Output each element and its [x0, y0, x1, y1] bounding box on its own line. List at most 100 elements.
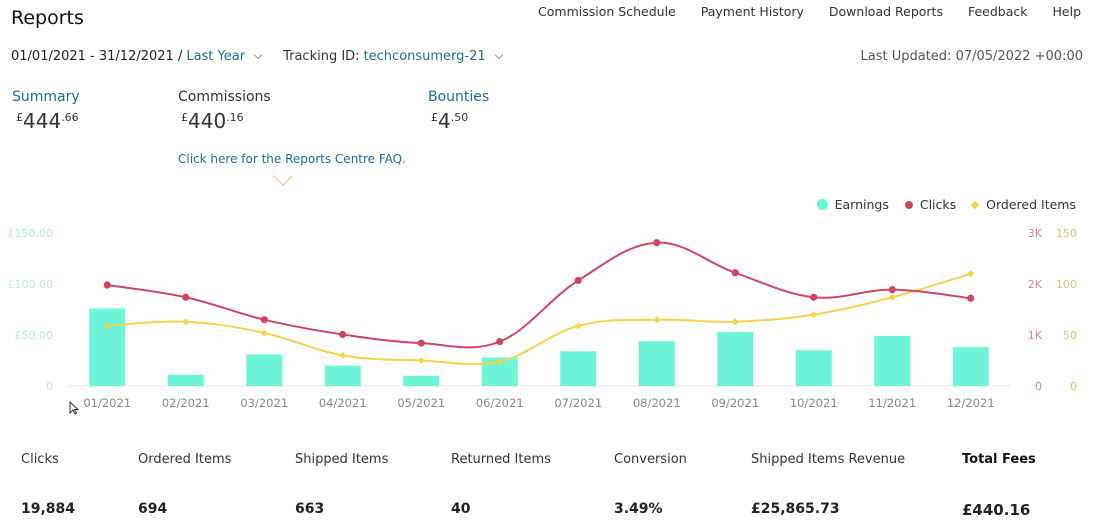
stat-value: 663 [295, 501, 325, 517]
stat-value: 694 [138, 501, 168, 517]
earnings-bar [324, 365, 361, 386]
left-axis-tick-label: £50.00 [15, 329, 54, 342]
clicks-point [339, 330, 347, 339]
right-axis-tick-label: 3K [1028, 227, 1043, 240]
x-axis-tick-label: 12/2021 [947, 396, 995, 410]
earnings-bar [246, 354, 283, 386]
bounties-amount: £ 4 .50 [431, 109, 489, 133]
earnings-bar [952, 347, 989, 386]
top-nav: Commission Schedule Payment History Down… [513, 4, 1081, 19]
earnings-bar [403, 375, 440, 386]
commissions-block: Commissions £ 440 .16 [178, 89, 271, 133]
clicks-point [967, 294, 975, 302]
ordered-items-point [888, 293, 896, 301]
stat-label: Shipped Items Revenue [751, 452, 906, 467]
amount-fraction: .50 [450, 111, 469, 124]
clicks-dot-icon [904, 200, 913, 209]
left-axis-tick-label: 0 [46, 380, 53, 393]
nav-commission-schedule[interactable]: Commission Schedule [538, 4, 676, 19]
ordered-items-point [653, 316, 661, 324]
nav-feedback[interactable]: Feedback [967, 4, 1028, 19]
tracking-id-label: Tracking ID: [283, 49, 360, 64]
ordered-items-point [967, 270, 975, 278]
faq-link[interactable]: Click here for the Reports Centre FAQ. [178, 152, 406, 166]
currency-symbol: £ [181, 111, 188, 124]
clicks-point [417, 339, 425, 347]
nav-payment-history[interactable]: Payment History [700, 4, 804, 19]
right-axis-tick-label: 2K [1028, 278, 1043, 291]
chevron-down-icon[interactable] [253, 50, 263, 59]
stat-label: Clicks [21, 452, 59, 467]
stat-value: 19,884 [21, 501, 76, 517]
bounties-label[interactable]: Bounties [428, 89, 490, 105]
x-axis-tick-label: 07/2021 [554, 396, 602, 410]
commissions-amount: £ 440 .16 [181, 109, 271, 133]
earnings-bar [874, 336, 911, 386]
stat-label: Total Fees [962, 452, 1036, 467]
right-axis-tick-label: 1K [1028, 329, 1043, 342]
chart-legend: Earnings Clicks Ordered Items [801, 197, 1076, 212]
ordered-items-point [496, 357, 504, 366]
legend-earnings-label: Earnings [834, 197, 889, 212]
ordered-items-point [339, 351, 347, 359]
earnings-bar [560, 351, 597, 386]
x-axis-tick-label: 09/2021 [711, 396, 759, 410]
ordered-items-point [260, 329, 268, 337]
stats-row: Clicks 19,884 Ordered Items 694 Shipped … [0, 445, 1098, 525]
x-axis-tick-label: 11/2021 [868, 396, 916, 410]
tracking-id-dropdown[interactable]: techconsumerg-21 [363, 49, 486, 64]
currency-symbol: £ [16, 111, 23, 124]
x-axis-tick-label: 06/2021 [476, 396, 524, 410]
x-axis-tick-label: 10/2021 [790, 396, 838, 410]
page-title: Reports [11, 7, 84, 29]
period-dropdown[interactable]: Last Year [186, 49, 246, 64]
clicks-line [107, 241, 971, 349]
legend-clicks-label: Clicks [919, 197, 957, 212]
last-updated-text: Last Updated: 07/05/2022 +00:00 [860, 49, 1083, 64]
right2-axis-tick-label: 150 [1056, 227, 1077, 240]
stat-value: £25,865.73 [751, 501, 840, 517]
clicks-point [653, 239, 661, 247]
amount-fraction: .16 [226, 111, 244, 124]
left-axis-tick-label: £100.00 [8, 278, 54, 291]
stat-label: Shipped Items [295, 452, 389, 467]
earnings-chart: £150.00 £100.00 £50.00 0 3K 2K 1K 0 150 100 50 0 01/… [8, 227, 1078, 410]
nav-download-reports[interactable]: Download Reports [828, 4, 943, 19]
stat-label: Conversion [614, 452, 687, 467]
clicks-point [888, 286, 896, 294]
x-axis-tick-label: 03/2021 [240, 396, 288, 410]
legend-clicks[interactable]: Clicks [904, 197, 957, 212]
right-axis-tick-label: 0 [1035, 380, 1042, 393]
earnings-bar [638, 341, 675, 386]
ordered-diamond-icon [970, 200, 980, 209]
filter-row: 01/01/2021 - 31/12/2021 / Last Year Trac… [11, 49, 510, 64]
stat-label: Ordered Items [138, 452, 232, 467]
earnings-bar [89, 308, 126, 386]
stat-label: Returned Items [451, 452, 551, 467]
legend-ordered-label: Ordered Items [986, 197, 1076, 212]
ordered-items-point [182, 318, 190, 326]
summary-label[interactable]: Summary [12, 89, 80, 105]
clicks-point [260, 316, 268, 324]
summary-block[interactable]: Summary £ 444 .66 [12, 89, 80, 133]
legend-earnings[interactable]: Earnings [816, 197, 889, 212]
stat-value: 40 [451, 501, 471, 517]
mouse-cursor-icon [69, 401, 79, 415]
right2-axis-tick-label: 100 [1056, 278, 1077, 291]
right2-axis-tick-label: 50 [1063, 329, 1077, 342]
ordered-items-line [107, 272, 972, 366]
bounties-block[interactable]: Bounties £ 4 .50 [428, 89, 489, 133]
right2-axis-tick-label: 0 [1070, 380, 1077, 393]
clicks-point [103, 281, 111, 289]
summary-amount: £ 444 .66 [16, 109, 80, 133]
legend-ordered[interactable]: Ordered Items [970, 197, 1076, 212]
stat-value: 3.49% [614, 501, 663, 517]
ordered-items-point [810, 311, 818, 319]
amount-whole: 444 [23, 109, 62, 133]
amount-fraction: .66 [61, 111, 79, 124]
chevron-down-icon[interactable] [494, 50, 503, 59]
nav-help[interactable]: Help [1052, 4, 1082, 19]
earnings-bar [717, 331, 754, 386]
ordered-items-point [731, 318, 739, 326]
ordered-items-point [574, 322, 582, 330]
